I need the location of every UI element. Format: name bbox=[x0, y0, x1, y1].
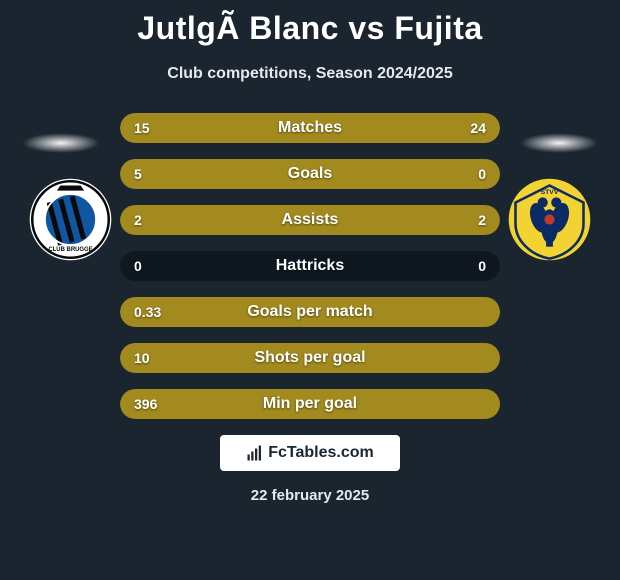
stat-row: 10Shots per goal bbox=[120, 343, 500, 373]
date-label: 22 february 2025 bbox=[0, 487, 620, 504]
team-left-badge: CLUB BRUGGE bbox=[28, 177, 113, 262]
team-right-badge: STVV bbox=[507, 177, 592, 262]
stat-bar-left-fill bbox=[120, 389, 500, 419]
stat-row: 22Assists bbox=[120, 205, 500, 235]
stat-bar-track bbox=[120, 251, 500, 281]
stat-row: 00Hattricks bbox=[120, 251, 500, 281]
chart-icon bbox=[246, 444, 264, 462]
branding-badge[interactable]: FcTables.com bbox=[220, 435, 400, 471]
subtitle: Club competitions, Season 2024/2025 bbox=[0, 65, 620, 83]
stat-row: 50Goals bbox=[120, 159, 500, 189]
stat-row: 0.33Goals per match bbox=[120, 297, 500, 327]
svg-text:CLUB BRUGGE: CLUB BRUGGE bbox=[48, 247, 92, 253]
page-title: JutlgÃ Blanc vs Fujita bbox=[0, 0, 620, 47]
stat-bar-left-fill bbox=[120, 205, 310, 235]
stat-bar-left-fill bbox=[120, 159, 500, 189]
branding-text: FcTables.com bbox=[268, 444, 374, 462]
stat-bar-right-fill bbox=[264, 113, 500, 143]
team-right-shadow bbox=[520, 133, 598, 153]
stat-bar-left-fill bbox=[120, 343, 500, 373]
stat-bar-left-fill bbox=[120, 297, 500, 327]
stat-bar-right-fill bbox=[310, 205, 500, 235]
stat-row: 1524Matches bbox=[120, 113, 500, 143]
team-left-shadow bbox=[22, 133, 100, 153]
svg-text:STVV: STVV bbox=[541, 189, 559, 196]
comparison-content: CLUB BRUGGE STVV 1524Matches 50Goals 22Ass… bbox=[0, 113, 620, 419]
stat-row: 396Min per goal bbox=[120, 389, 500, 419]
stat-bars: 1524Matches 50Goals 22Assists 00Hattricks 0.… bbox=[120, 113, 500, 419]
stat-bar-left-fill bbox=[120, 113, 264, 143]
